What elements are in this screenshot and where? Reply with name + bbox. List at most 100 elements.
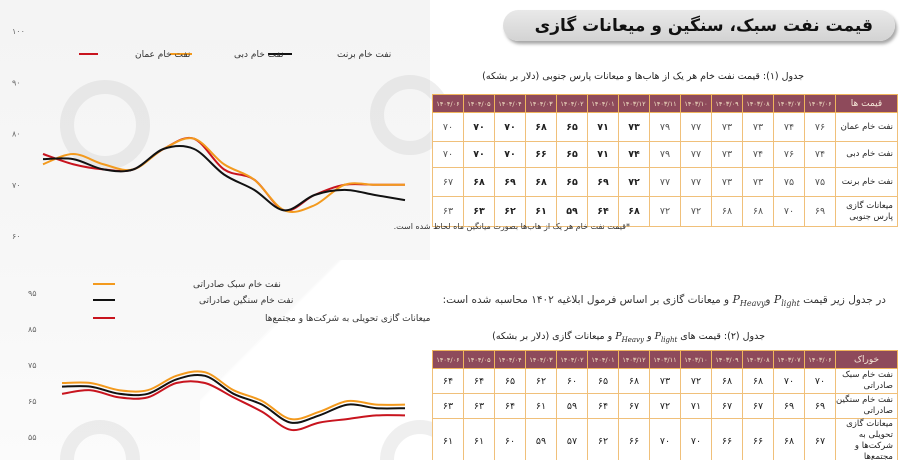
table-cell: ۷۶ — [804, 112, 836, 142]
y-axis-tick: ۸۰ — [12, 130, 21, 139]
table-cell: ۶۸ — [463, 167, 495, 197]
legend-label: نفت خام سنگین صادراتی — [199, 294, 293, 306]
p-light-symbol: Plight — [773, 293, 800, 309]
y-axis-tick: ۱۰۰ — [12, 27, 25, 36]
table-cell: ۷۵ — [773, 167, 805, 197]
y-axis-tick: ۸۵ — [28, 325, 37, 334]
p-heavy-symbol: PHeavy — [732, 293, 766, 309]
table-cell: ۶۹ — [804, 393, 836, 419]
table-cell: ۵۹ — [556, 393, 588, 419]
table-cell: ۷۷ — [649, 167, 681, 197]
formula-and: و — [765, 294, 771, 306]
column-header-date: ۱۴۰۳/۰۸ — [742, 350, 774, 369]
table-cell: ۶۲ — [494, 196, 526, 227]
table-cell: ۶۴ — [432, 368, 464, 394]
table-cell: ۷۱ — [587, 112, 619, 142]
column-header-date: ۱۴۰۳/۰۹ — [711, 94, 743, 113]
table-cell: ۷۵ — [804, 167, 836, 197]
table-cell: ۷۳ — [618, 112, 650, 142]
column-header-date: ۱۴۰۳/۱۰ — [680, 350, 712, 369]
table-cell: ۶۲ — [587, 418, 619, 460]
table-cell: ۷۰ — [432, 112, 464, 142]
legend-label: نفت خام سبک صادراتی — [193, 280, 281, 290]
table-cell: ۶۱ — [525, 393, 557, 419]
column-header-date: ۱۴۰۴/۰۲ — [556, 94, 588, 113]
series-line — [42, 144, 406, 212]
formula-description: در جدول زیر قیمت Plight وPHeavy و میعانا… — [443, 293, 886, 308]
table-cell: ۶۵ — [556, 112, 588, 142]
column-header-date: ۱۴۰۳/۱۲ — [618, 94, 650, 113]
column-header-date: ۱۴۰۴/۰۱ — [587, 350, 619, 369]
table-cell: ۷۲ — [680, 196, 712, 227]
table-cell: ۷۰ — [463, 112, 495, 142]
table-cell: ۶۸ — [773, 418, 805, 460]
table-cell: ۷۳ — [742, 112, 774, 142]
series-line — [61, 373, 406, 424]
table-cell: ۶۷ — [742, 393, 774, 419]
table-cell: ۶۵ — [556, 167, 588, 197]
row-label: نفت خام برنت — [835, 167, 898, 197]
table-cell: ۷۷ — [680, 167, 712, 197]
table-row: نفت خام دبی ۷۴ ۷۶ ۷۴ ۷۳ ۷۷ ۷۹ ۷۴ ۷۱ ۶۵ ۶۶ ۷۰ ۷۰ ۷۰ — [432, 141, 898, 168]
y-axis-tick: ۵۵ — [28, 433, 37, 442]
y-axis-tick: ۷۰ — [12, 181, 21, 190]
table-cell: ۷۲ — [649, 196, 681, 227]
table-cell: ۶۸ — [525, 112, 557, 142]
table-row: نفت خام سنگین صادراتی ۶۹ ۶۹ ۶۷ ۶۷ ۷۱ ۷۲ ۶۷ ۶۴ ۵۹ ۶… — [432, 393, 898, 419]
table-cell: ۷۹ — [649, 141, 681, 168]
table-cell: ۷۳ — [711, 167, 743, 197]
table-cell: ۷۱ — [587, 141, 619, 168]
table-cell: ۷۰ — [463, 141, 495, 168]
table-cell: ۶۳ — [463, 393, 495, 419]
column-header-date: ۱۴۰۴/۰۴ — [494, 350, 526, 369]
table-cell: ۶۷ — [804, 418, 836, 460]
table-cell: ۶۶ — [618, 418, 650, 460]
table-cell: ۶۴ — [463, 368, 495, 394]
table-cell: ۷۰ — [494, 112, 526, 142]
table-cell: ۶۷ — [618, 393, 650, 419]
column-header-date: ۱۴۰۳/۰۹ — [711, 350, 743, 369]
table-cell: ۶۲ — [525, 368, 557, 394]
table-cell: ۷۰ — [773, 196, 805, 227]
table-cell: ۶۱ — [525, 196, 557, 227]
legend-label: میعانات گازی تحویلی به شرکت‌ها و مجتمع‌ه… — [265, 312, 430, 324]
y-axis-tick: ۹۰ — [12, 78, 21, 87]
table-cell: ۶۶ — [711, 418, 743, 460]
table-cell: ۶۸ — [742, 368, 774, 394]
column-header-date: ۱۴۰۳/۱۱ — [649, 350, 681, 369]
table-cell: ۶۴ — [587, 196, 619, 227]
table-cell: ۶۸ — [618, 368, 650, 394]
column-header-date: ۱۴۰۴/۰۳ — [525, 350, 557, 369]
table-cell: ۷۷ — [680, 141, 712, 168]
table-cell: ۶۵ — [556, 141, 588, 168]
legend-label: نفت خام برنت — [337, 50, 391, 60]
table-cell: ۶۸ — [618, 196, 650, 227]
table-cell: ۶۸ — [711, 196, 743, 227]
table-cell: ۶۱ — [432, 418, 464, 460]
table-cell: ۶۰ — [556, 368, 588, 394]
column-header-date: ۱۴۰۴/۰۳ — [525, 94, 557, 113]
table-cell: ۷۶ — [773, 141, 805, 168]
column-header-date: ۱۴۰۴/۰۲ — [556, 350, 588, 369]
y-axis-tick: ۶۰ — [12, 232, 21, 241]
row-label: میعانات گازی پارس جنوبی — [835, 196, 898, 227]
table-row: نفت خام برنت ۷۵ ۷۵ ۷۳ ۷۳ ۷۷ ۷۷ ۷۲ ۶۹ ۶۵ ۶۸ ۶۹ ۶۸ ۶۷ — [432, 167, 898, 197]
table-cell: ۷۰ — [649, 418, 681, 460]
table-cell: ۷۰ — [494, 141, 526, 168]
series-line — [61, 380, 406, 432]
table-cell: ۷۳ — [711, 141, 743, 168]
table-cell: ۷۰ — [680, 418, 712, 460]
y-axis-tick: ۷۵ — [28, 361, 37, 370]
table-cell: ۶۰ — [494, 418, 526, 460]
page-title-banner: قیمت نفت سبک، سنگین و میعانات گازی — [503, 10, 895, 41]
column-header-date: ۱۴۰۳/۰۷ — [773, 94, 805, 113]
column-header-date: ۱۴۰۴/۰۶ — [432, 94, 464, 113]
table-cell: ۷۲ — [680, 368, 712, 394]
legend-label: نفت خام دبی — [234, 50, 284, 60]
table-cell: ۷۴ — [742, 141, 774, 168]
table-cell: ۶۴ — [587, 393, 619, 419]
table-cell: ۷۷ — [680, 112, 712, 142]
table-cell: ۶۵ — [494, 368, 526, 394]
row-label: نفت خام دبی — [835, 141, 898, 168]
row-label: میعانات گازی تحویلی به شرکت‌ها و مجتمع‌ه… — [835, 418, 898, 460]
